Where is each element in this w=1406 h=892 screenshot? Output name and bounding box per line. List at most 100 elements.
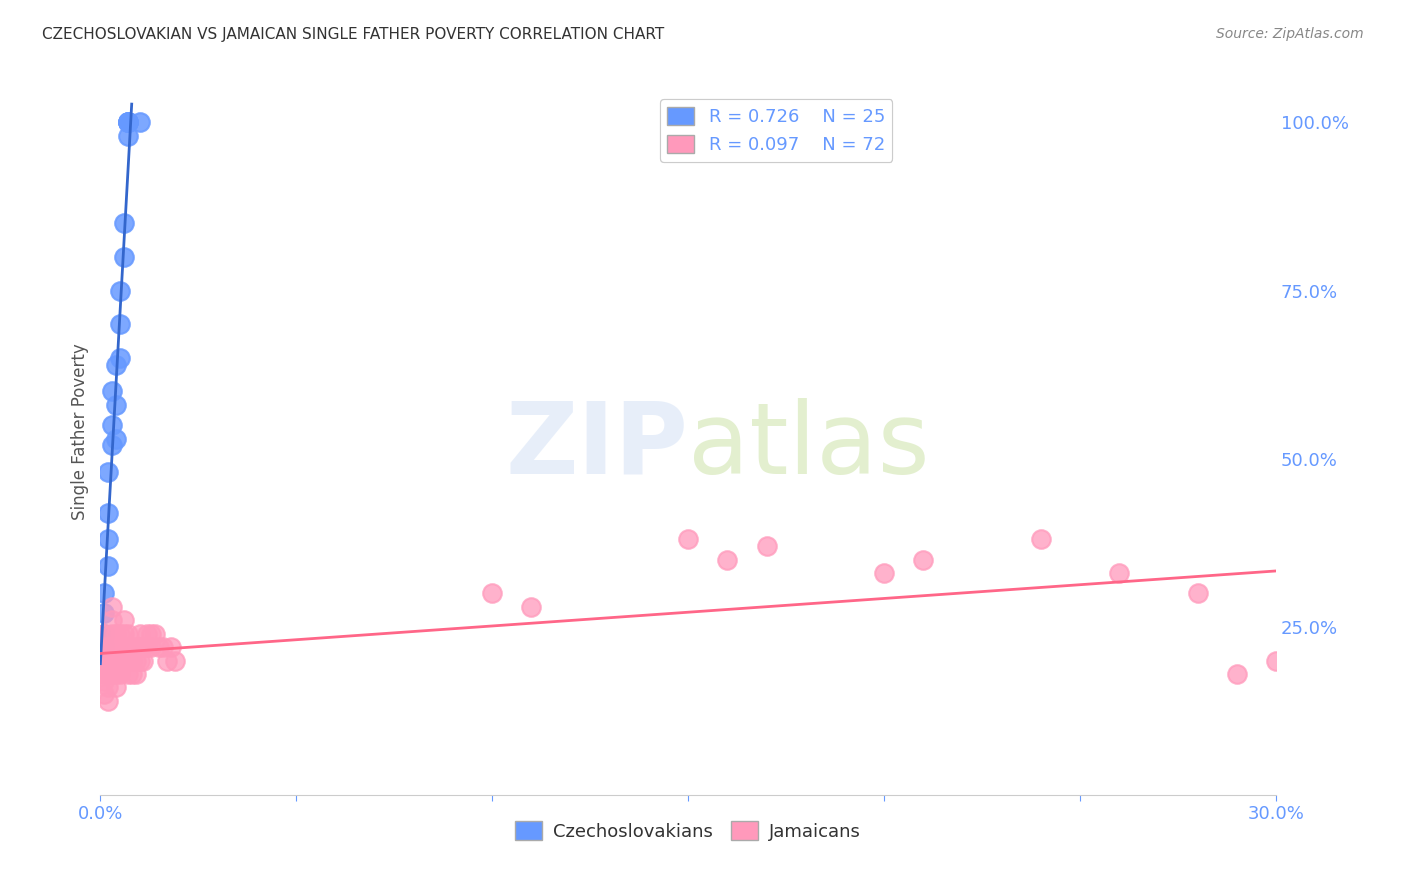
Point [101, 613, 124, 627]
Point [1187, 586, 1209, 600]
Point [93, 653, 115, 667]
Text: atlas: atlas [688, 398, 929, 495]
Point [117, 128, 139, 143]
Point [117, 640, 139, 654]
Point [716, 552, 738, 566]
Point [97, 640, 120, 654]
Point [1226, 667, 1249, 681]
Point [132, 640, 155, 654]
Point [136, 626, 159, 640]
Point [101, 599, 124, 614]
Point [117, 667, 139, 681]
Point [97, 533, 120, 547]
Point [112, 216, 135, 230]
Point [112, 613, 135, 627]
Point [97, 506, 120, 520]
Point [124, 653, 146, 667]
Point [93, 640, 115, 654]
Point [101, 653, 124, 667]
Point [97, 667, 120, 681]
Point [121, 640, 143, 654]
Point [117, 115, 139, 129]
Point [93, 667, 115, 681]
Point [117, 626, 139, 640]
Point [105, 432, 128, 446]
Point [93, 640, 115, 654]
Point [156, 653, 179, 667]
Point [97, 559, 120, 574]
Point [108, 351, 131, 365]
Point [105, 653, 128, 667]
Point [108, 284, 131, 298]
Point [152, 640, 174, 654]
Text: Source: ZipAtlas.com: Source: ZipAtlas.com [1216, 27, 1364, 41]
Legend: R = 0.726    N = 25, R = 0.097    N = 72: R = 0.726 N = 25, R = 0.097 N = 72 [661, 99, 893, 161]
Point [128, 626, 150, 640]
Point [121, 653, 143, 667]
Point [160, 640, 183, 654]
Text: CZECHOSLOVAKIAN VS JAMAICAN SINGLE FATHER POVERTY CORRELATION CHART: CZECHOSLOVAKIAN VS JAMAICAN SINGLE FATHE… [42, 27, 665, 42]
Point [93, 660, 115, 674]
Point [124, 667, 146, 681]
Point [141, 626, 163, 640]
Point [101, 667, 124, 681]
Point [136, 640, 159, 654]
Point [93, 607, 115, 621]
Point [1029, 533, 1052, 547]
Point [105, 667, 128, 681]
Point [143, 626, 166, 640]
Point [112, 653, 135, 667]
Point [117, 115, 139, 129]
Point [108, 640, 131, 654]
Point [163, 653, 186, 667]
Point [128, 653, 150, 667]
Point [108, 653, 131, 667]
Y-axis label: Single Father Poverty: Single Father Poverty [72, 343, 89, 520]
Point [128, 640, 150, 654]
Point [97, 640, 120, 654]
Point [1108, 566, 1130, 580]
Point [93, 626, 115, 640]
Point [105, 640, 128, 654]
Text: ZIP: ZIP [505, 398, 688, 495]
Point [121, 667, 143, 681]
Point [97, 465, 120, 479]
Point [105, 398, 128, 412]
Point [520, 599, 543, 614]
Point [93, 626, 115, 640]
Point [676, 533, 699, 547]
Point [112, 626, 135, 640]
Point [105, 681, 128, 695]
Point [141, 640, 163, 654]
Point [148, 640, 170, 654]
Point [117, 653, 139, 667]
Point [93, 586, 115, 600]
Point [108, 626, 131, 640]
Point [755, 539, 778, 553]
Point [117, 115, 139, 129]
Point [101, 640, 124, 654]
Point [101, 384, 124, 399]
Point [108, 317, 131, 331]
Point [97, 653, 120, 667]
Point [108, 667, 131, 681]
Point [105, 626, 128, 640]
Point [112, 640, 135, 654]
Point [93, 687, 115, 701]
Point [132, 653, 155, 667]
Point [117, 115, 139, 129]
Point [873, 566, 896, 580]
Point [1265, 653, 1288, 667]
Point [912, 552, 935, 566]
Point [105, 358, 128, 372]
Point [97, 694, 120, 708]
Point [101, 418, 124, 433]
Point [481, 586, 503, 600]
Point [93, 647, 115, 661]
Point [101, 438, 124, 452]
Point [93, 673, 115, 688]
Point [97, 681, 120, 695]
Point [124, 640, 146, 654]
Point [97, 653, 120, 667]
Point [101, 626, 124, 640]
